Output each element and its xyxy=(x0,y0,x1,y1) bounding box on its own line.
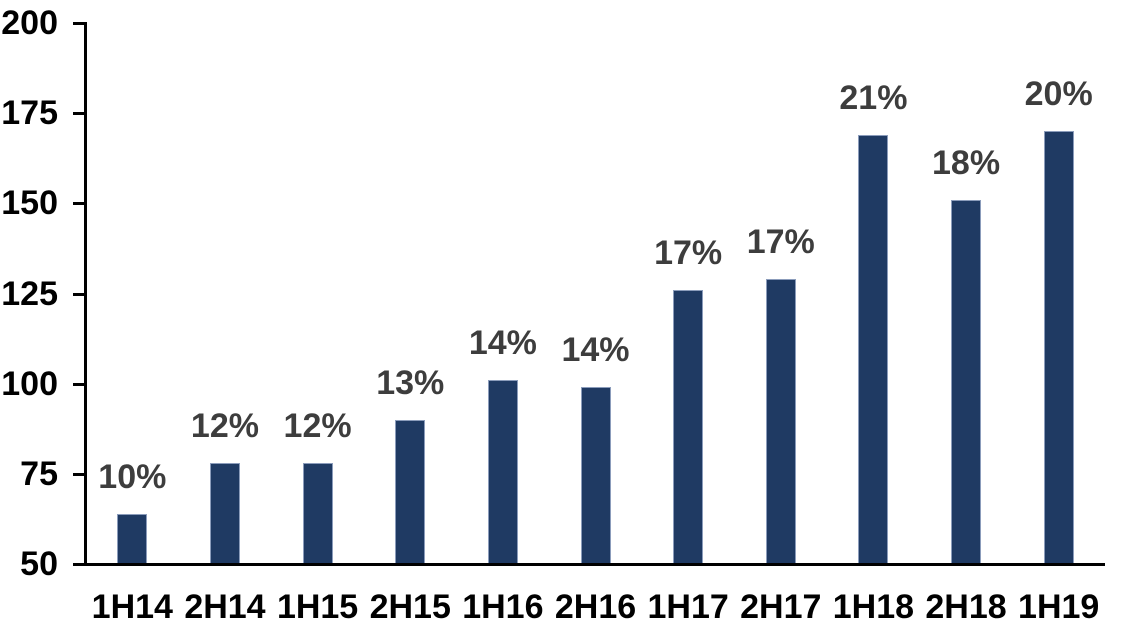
y-tick-label: 75 xyxy=(20,454,58,493)
bar-1H17 xyxy=(673,289,704,566)
y-tick-mark xyxy=(73,202,84,206)
bar-2H18 xyxy=(951,199,982,566)
y-tick-mark xyxy=(73,382,84,386)
bar-value-label: 14% xyxy=(468,324,537,363)
y-tick-mark xyxy=(73,472,84,476)
x-tick-label: 1H18 xyxy=(832,588,915,626)
y-tick-label: 125 xyxy=(1,274,58,313)
bar-1H16 xyxy=(487,380,518,566)
x-tick-label: 2H16 xyxy=(554,588,637,626)
bar-value-label: 20% xyxy=(1024,75,1093,114)
bar-value-label: 12% xyxy=(283,407,352,445)
x-tick-label: 1H15 xyxy=(276,588,359,626)
x-tick-label: 1H19 xyxy=(1018,588,1100,626)
bar-2H16 xyxy=(580,387,611,566)
x-tick-label: 2H14 xyxy=(184,588,266,626)
x-axis-line xyxy=(73,563,1105,566)
y-tick-label: 100 xyxy=(1,364,58,403)
bar-value-label: 14% xyxy=(561,331,630,370)
bar-1H18 xyxy=(858,134,889,566)
x-tick-label: 1H17 xyxy=(647,588,729,626)
y-tick-mark xyxy=(73,112,84,116)
bar-value-label: 18% xyxy=(932,143,1001,182)
y-tick-label: 200 xyxy=(1,4,58,42)
bar-value-label: 21% xyxy=(839,78,908,117)
x-tick-label: 2H18 xyxy=(925,588,1007,626)
x-tick-label: 2H17 xyxy=(740,588,822,626)
bar-2H17 xyxy=(765,279,796,566)
bar-1H15 xyxy=(302,463,333,566)
x-tick-label: 2H15 xyxy=(369,588,451,626)
bar-value-label: 17% xyxy=(746,223,815,262)
y-tick-label: 50 xyxy=(20,545,58,583)
bar-value-label: 17% xyxy=(654,233,723,272)
x-tick-label: 1H16 xyxy=(462,588,544,626)
y-tick-label: 150 xyxy=(1,184,58,223)
bar-1H19 xyxy=(1043,131,1074,566)
bar-value-label: 12% xyxy=(190,407,259,445)
y-tick-label: 175 xyxy=(1,94,58,133)
bar-2H15 xyxy=(395,419,426,566)
bar-2H14 xyxy=(209,463,240,566)
bar-value-label: 13% xyxy=(376,363,445,402)
bar-1H14 xyxy=(117,513,148,566)
bar-value-label: 10% xyxy=(98,457,167,496)
y-axis-line xyxy=(84,22,87,566)
y-tick-mark xyxy=(73,292,84,296)
x-tick-label: 1H14 xyxy=(91,588,173,626)
y-tick-mark xyxy=(73,22,84,25)
